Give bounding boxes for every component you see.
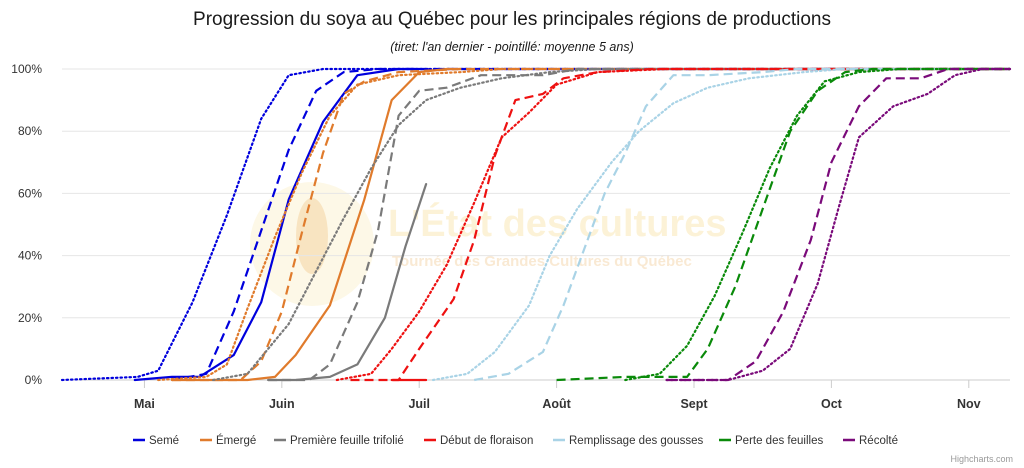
series-lines (60, 67, 1012, 382)
series-line-2-last-year[interactable] (171, 67, 1010, 382)
y-tick-label: 0% (25, 373, 43, 387)
y-tick-label: 80% (18, 124, 42, 138)
x-tick-label: Juil (408, 397, 430, 411)
x-tick-label: Juin (269, 397, 295, 411)
y-tick-label: 20% (18, 311, 42, 325)
x-tick-label: Nov (957, 397, 981, 411)
series-line-3-current[interactable] (267, 183, 428, 382)
series-line-2-current[interactable] (170, 67, 462, 382)
y-axis: 0% 20% 40% 60% 80% 100% (11, 62, 42, 387)
series-line-1-avg5[interactable] (60, 67, 1012, 382)
legend-item[interactable]: Émergé (216, 434, 256, 447)
y-tick-label: 100% (11, 62, 42, 76)
series-line-5-last-year[interactable] (474, 67, 1010, 382)
x-axis: Mai Juin Juil Août Sept Oct Nov (134, 380, 981, 411)
x-tick-label: Oct (821, 397, 843, 411)
legend: Semé Émergé Première feuille trifolié Début… (133, 434, 898, 447)
series-line-6-avg5[interactable] (624, 67, 1012, 382)
series-line-2-avg5[interactable] (157, 67, 1012, 382)
series-line-1-current[interactable] (133, 67, 421, 382)
legend-item[interactable]: Début de floraison (440, 435, 533, 447)
chart-subtitle: (tiret: l'an dernier - pointillé: moyenn… (390, 40, 633, 54)
watermark-title: L'État des cultures (388, 201, 726, 245)
series-line-1-last-year[interactable] (171, 67, 1010, 382)
credits[interactable]: Highcharts.com (950, 454, 1013, 464)
y-tick-label: 40% (18, 249, 42, 263)
x-tick-label: Sept (680, 397, 708, 411)
watermark-subtitle: Tournée des Grandes Cultures du Québec (392, 253, 692, 270)
series-line-3-avg5[interactable] (212, 67, 1012, 382)
x-tick-label: Août (542, 397, 571, 411)
series-line-3-last-year[interactable] (268, 67, 1010, 382)
legend-item[interactable]: Première feuille trifolié (290, 435, 404, 447)
x-tick-label: Mai (134, 397, 155, 411)
series-line-7-avg5[interactable] (665, 67, 1012, 382)
series-line-4-last-year[interactable] (350, 67, 1011, 382)
series-line-7-last-year[interactable] (666, 67, 1011, 382)
legend-item[interactable]: Perte des feuilles (735, 435, 823, 447)
series-line-5-avg5[interactable] (431, 67, 1012, 382)
y-tick-label: 60% (18, 186, 42, 200)
series-line-6-last-year[interactable] (556, 67, 1010, 382)
chart-title: Progression du soya au Québec pour les p… (193, 9, 831, 30)
legend-item[interactable]: Semé (149, 435, 179, 447)
legend-item[interactable]: Remplissage des gousses (569, 435, 703, 447)
watermark-logo: L'État des cultures Tournée des Grandes … (250, 182, 726, 306)
legend-item[interactable]: Récolté (859, 435, 898, 447)
